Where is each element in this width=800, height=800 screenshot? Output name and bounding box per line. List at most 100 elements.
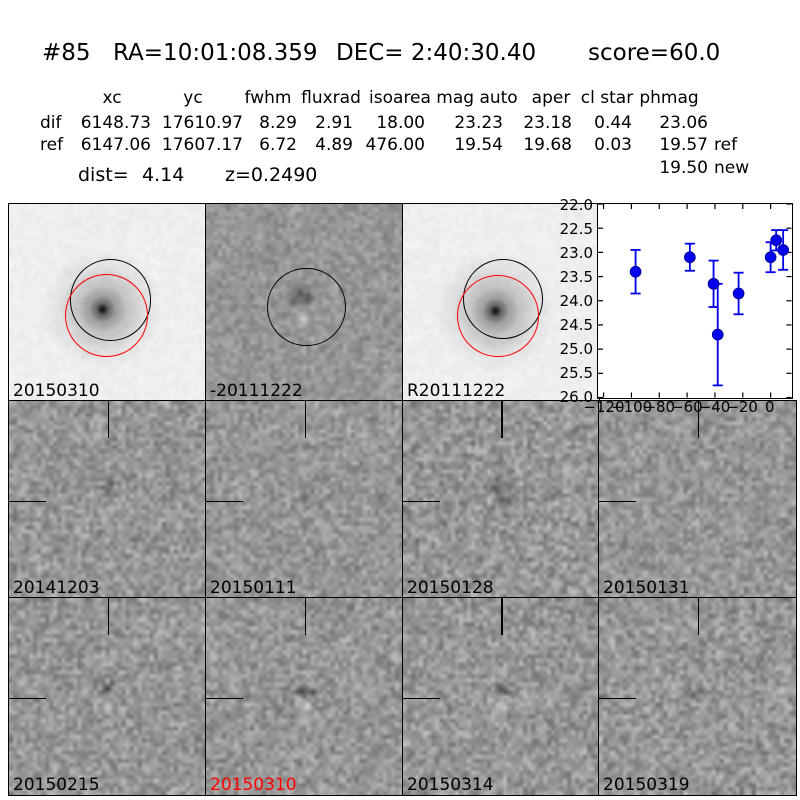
cutout-panel-R20111222: R20111222 — [402, 203, 600, 402]
cutout-date-label: 20150310 — [13, 380, 100, 401]
redshift-value: z=0.2490 — [225, 164, 318, 186]
table-cell: 19.57 — [659, 135, 708, 155]
table-row-suffix: ref — [714, 135, 738, 155]
cutout-image — [403, 598, 599, 795]
cutout-panel-20150310: 20150310 — [8, 203, 207, 402]
candidate-id: #85 — [42, 40, 91, 66]
lightcurve-point-20150319 — [777, 244, 789, 256]
table-cell: 476.00 — [365, 135, 425, 155]
position-marker-left — [206, 500, 244, 503]
position-marker-left — [403, 500, 441, 503]
cutout-image — [206, 598, 403, 795]
table-cell-new-phmag: 19.50 — [659, 158, 708, 178]
cutout-date-label: 20150314 — [407, 774, 494, 795]
position-marker-left — [599, 500, 637, 503]
table-cell: 6.72 — [259, 135, 297, 155]
table-cell: 4.89 — [315, 135, 353, 155]
table-cell: 23.23 — [454, 113, 503, 133]
dist-value: 4.14 — [142, 164, 185, 186]
detection-circle-black — [267, 267, 347, 347]
cutout-image — [9, 401, 206, 598]
position-marker-top — [304, 401, 307, 439]
cutout-image — [599, 401, 796, 598]
x-tick-label: −40 — [698, 398, 731, 416]
lightcurve-plot — [597, 203, 793, 399]
cutout-date-label: -20111222 — [210, 380, 303, 401]
position-marker-left — [599, 697, 637, 700]
aperture-circle-red — [457, 274, 540, 357]
candidate-ra: RA=10:01:08.359 — [113, 40, 318, 66]
lightcurve-point-20141203 — [629, 265, 642, 278]
cutout-image — [599, 598, 796, 795]
x-tick-label: −60 — [671, 398, 703, 416]
candidate-dec: DEC= 2:40:30.40 — [336, 40, 537, 66]
position-marker-top — [107, 598, 110, 636]
cutout-date-label: 20150128 — [407, 577, 494, 598]
lightcurve-point-20150314 — [770, 234, 783, 247]
table-header-fwhm: fwhm — [244, 88, 292, 108]
table-header-mag-auto: mag auto — [436, 88, 518, 108]
position-marker-top — [107, 401, 110, 439]
table-cell: 6147.06 — [80, 135, 151, 155]
position-marker-top — [697, 598, 700, 636]
position-marker-top — [501, 401, 503, 439]
cutout-date-label: 20150111 — [210, 577, 297, 598]
cutout-panel-20141203: 20141203 — [8, 400, 207, 599]
table-header-isoarea: isoarea — [369, 88, 431, 108]
lightcurve-point-20150128 — [707, 277, 720, 290]
x-tick-label: 0 — [764, 398, 775, 416]
y-tick-label: 25.0 — [559, 339, 593, 358]
table-cell: 23.06 — [659, 113, 708, 133]
cutout-panel-20150128: 20150128 — [402, 400, 600, 599]
y-tick-label: 23.0 — [559, 243, 593, 262]
cutout-panel--20111222: -20111222 — [205, 203, 404, 402]
y-tick-label: 22.0 — [559, 195, 593, 214]
lightcurve-point-20150310 — [764, 251, 777, 264]
cutout-panel-20150319: 20150319 — [598, 597, 797, 796]
table-suffix-new: new — [714, 158, 750, 178]
table-cell: 18.00 — [376, 113, 425, 133]
table-cell: 23.18 — [523, 113, 572, 133]
position-marker-top — [304, 598, 307, 636]
table-cell: 17607.17 — [161, 135, 243, 155]
table-cell: 17610.97 — [161, 113, 243, 133]
position-marker-left — [403, 697, 441, 700]
x-tick-label: −120 — [583, 398, 625, 416]
position-marker-left — [9, 500, 47, 503]
table-header-yc: yc — [183, 88, 203, 108]
table-cell: 0.44 — [594, 113, 632, 133]
table-header-fluxrad: fluxrad — [301, 88, 361, 108]
table-row-label: dif — [40, 113, 62, 133]
table-cell: 19.68 — [523, 135, 572, 155]
x-tick-label: −100 — [611, 398, 653, 416]
x-tick-label: −80 — [643, 398, 676, 416]
lightcurve-point-20150111 — [684, 251, 696, 264]
cutout-date-label: 20150131 — [603, 577, 690, 598]
table-header-phmag: phmag — [639, 88, 699, 108]
table-header-cl-star: cl star — [580, 88, 634, 108]
cutout-panel-20150310: 20150310 — [205, 597, 404, 796]
table-cell: 0.03 — [594, 135, 632, 155]
y-tick-label: 25.5 — [559, 363, 593, 382]
table-row-label: ref — [40, 135, 64, 155]
lightcurve-point-20150131 — [711, 328, 724, 341]
position-marker-top — [697, 401, 700, 439]
table-header-aper: aper — [531, 88, 571, 108]
y-tick-label: 24.0 — [559, 291, 593, 310]
cutout-panel-20150111: 20150111 — [205, 400, 404, 599]
cutout-panel-20150215: 20150215 — [8, 597, 207, 796]
aperture-circle-red — [64, 273, 149, 358]
table-cell: 2.91 — [315, 113, 353, 133]
table-cell: 6148.73 — [80, 113, 151, 133]
table-header-xc: xc — [102, 88, 122, 108]
table-cell: 19.54 — [454, 135, 503, 155]
y-tick-label: 23.5 — [559, 267, 593, 286]
cutout-date-label: 20150319 — [603, 774, 690, 795]
y-tick-label: 22.5 — [559, 219, 593, 238]
lightcurve-point-20150215 — [732, 287, 745, 300]
position-marker-left — [206, 697, 244, 700]
cutout-panel-20150131: 20150131 — [598, 400, 797, 599]
table-cell: 8.29 — [259, 113, 297, 133]
candidate-score: score=60.0 — [588, 40, 721, 66]
cutout-date-label: 20141203 — [13, 577, 100, 598]
